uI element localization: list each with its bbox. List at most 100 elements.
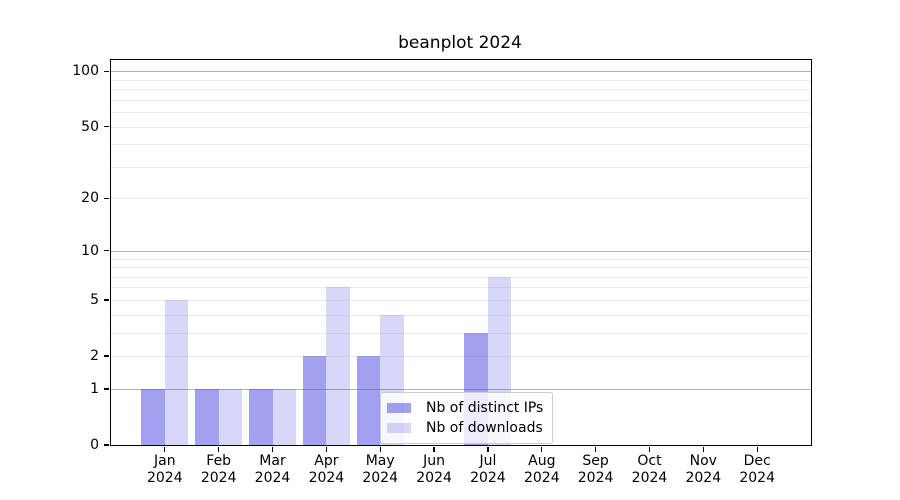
y-tick-100 [104,70,109,72]
x-tick-year: 2024 [200,470,237,486]
x-tick-mar [271,447,274,452]
y-tick-label-5: 5 [90,291,99,308]
gridline-minor-70 [111,99,811,101]
x-tick-apr [325,447,328,452]
y-tick-label-50: 50 [81,118,99,135]
gridline-minor-8 [111,267,811,268]
gridline-minor-7 [111,276,811,278]
gridline-minor-2 [111,356,811,357]
bar-downloads-apr [326,287,350,445]
chart-title: beanplot 2024 [398,33,522,53]
gridline-minor-50 [111,126,811,128]
legend: Nb of distinct IPs Nb of downloads [380,392,554,444]
x-tick-month: Oct [637,453,662,469]
bar-downloads-jan [164,299,189,445]
x-tick-label-jun: Jun 2024 [406,453,462,487]
gridline-minor-60 [111,112,811,114]
legend-swatch-downloads [387,423,411,433]
x-tick-year: 2024 [254,470,291,486]
x-tick-label-sep: Sep 2024 [568,453,624,487]
x-tick-label-apr: Apr 2024 [298,453,354,487]
x-tick-dec [756,447,758,452]
x-tick-year: 2024 [523,470,560,486]
y-tick-label-0: 0 [90,437,99,453]
x-tick-label-nov: Nov 2024 [675,453,731,487]
x-tick-year: 2024 [685,470,722,486]
x-tick-nov [702,447,704,452]
y-tick-1 [104,388,109,390]
y-tick-10 [104,250,109,252]
x-tick-label-dec: Dec 2024 [729,453,785,487]
x-tick-year: 2024 [739,470,775,486]
legend-item-distinct-ips: Nb of distinct IPs [387,398,543,418]
gridline-major-1 [111,388,811,390]
x-tick-label-may: May 2024 [352,453,408,487]
x-tick-year: 2024 [416,470,452,486]
gridline-minor-30 [111,166,811,168]
plot-area: Nb of distinct IPs Nb of downloads 0 1 2 5 1… [72,59,812,486]
y-tick-50 [104,125,109,128]
bar-downloads-mar [272,388,296,445]
y-tick-0 [104,444,109,446]
y-tick-5 [104,299,109,301]
x-tick-month: Apr [314,453,339,469]
gridline-minor-6 [111,287,811,289]
x-tick-may [379,447,381,452]
gridline-minor-40 [111,144,811,146]
x-tick-month: Sep [582,453,609,469]
gridline-major-100 [111,71,811,73]
x-tick-jun [433,447,435,452]
bar-downloads-feb [218,388,243,445]
legend-label-downloads: Nb of downloads [426,420,543,436]
gridline-minor-90 [111,79,811,81]
gridline-minor-80 [111,89,811,91]
x-tick-month: May [365,453,395,469]
bar-ips-jan [141,388,165,445]
y-tick-label-1: 1 [90,380,99,397]
x-tick-label-aug: Aug 2024 [514,453,570,487]
y-tick-20 [104,197,109,200]
gridline-minor-5 [111,299,811,301]
y-tick-label-2: 2 [90,348,99,364]
bar-ips-feb [195,388,219,445]
x-tick-label-jul: Jul 2024 [460,453,516,487]
x-tick-year: 2024 [631,470,668,486]
legend-item-downloads: Nb of downloads [387,418,543,438]
x-tick-month: Jan [154,453,176,469]
x-tick-month: Feb [206,453,232,469]
x-tick-month: Jun [423,453,446,469]
gridline-minor-20 [111,198,811,200]
x-tick-month: Dec [743,453,771,469]
y-tick-2 [104,355,109,357]
x-tick-sep [594,447,597,452]
legend-label-distinct-ips: Nb of distinct IPs [426,400,544,416]
x-tick-feb [218,447,220,452]
x-tick-oct [648,447,651,452]
x-tick-aug [541,447,543,452]
y-tick-label-100: 100 [72,63,99,80]
gridline-minor-9 [111,258,811,260]
x-tick-year: 2024 [577,470,614,486]
x-tick-month: Jul [479,453,497,469]
x-tick-label-feb: Feb 2024 [191,453,247,487]
x-tick-label-mar: Mar 2024 [245,453,301,487]
x-tick-jan [164,447,166,452]
x-tick-month: Aug [528,453,556,469]
gridline-minor-3 [111,332,811,334]
x-tick-month: Mar [259,453,286,469]
x-tick-jul [487,447,489,452]
x-tick-year: 2024 [362,470,398,486]
x-tick-label-jan: Jan 2024 [137,453,193,487]
bar-ips-mar [249,388,273,445]
x-tick-month: Nov [689,453,717,469]
gridline-minor-4 [111,314,811,316]
y-tick-label-10: 10 [81,242,99,259]
bar-ips-may [356,356,381,445]
x-tick-year: 2024 [470,470,506,486]
y-tick-label-20: 20 [81,190,99,207]
legend-swatch-distinct-ips [387,403,411,413]
gridline-major-10 [111,250,811,252]
x-tick-year: 2024 [146,470,183,486]
x-tick-label-oct: Oct 2024 [622,453,678,487]
